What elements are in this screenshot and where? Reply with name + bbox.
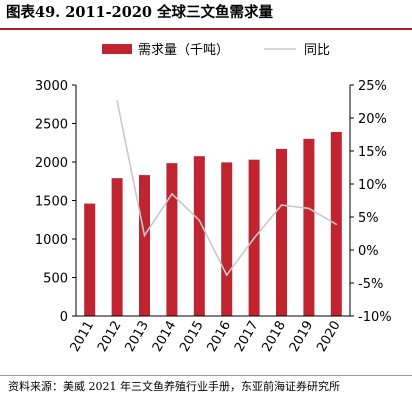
x-tick-label: 2014 bbox=[150, 319, 180, 355]
x-tick-label: 2011 bbox=[68, 319, 98, 355]
right-tick-label: 25% bbox=[358, 79, 387, 94]
right-tick-label: 5% bbox=[358, 211, 379, 226]
legend-line-label: 同比 bbox=[304, 43, 330, 58]
left-tick-label: 2000 bbox=[35, 156, 68, 171]
bar bbox=[193, 156, 205, 316]
x-tick-label: 2015 bbox=[177, 319, 207, 355]
x-tick-label: 2017 bbox=[232, 319, 262, 355]
growth-point bbox=[198, 219, 201, 222]
right-tick-label: 15% bbox=[358, 145, 387, 160]
right-tick-label: -10% bbox=[358, 310, 392, 325]
growth-line-series bbox=[116, 100, 338, 277]
growth-point bbox=[225, 274, 228, 276]
x-tick-label: 2012 bbox=[95, 319, 125, 355]
growth-point bbox=[280, 204, 283, 206]
chart: 需求量（千吨） 同比 0 500 1000 1500 2000 2500 3000 -10%… bbox=[35, 43, 392, 355]
growth-point bbox=[116, 100, 118, 102]
x-tick-label: 2019 bbox=[287, 319, 317, 355]
bar bbox=[111, 178, 123, 316]
source-divider bbox=[0, 375, 412, 376]
growth-point bbox=[171, 193, 173, 195]
legend-bar-label: 需求量（千吨） bbox=[138, 43, 229, 58]
x-tick-label: 2020 bbox=[314, 319, 344, 355]
x-tick-label: 2013 bbox=[122, 319, 152, 355]
bar bbox=[303, 138, 315, 316]
source-note: 资料来源：美威 2021 年三文鱼养殖行业手册，东亚前海证券研究所 bbox=[8, 380, 340, 393]
growth-point bbox=[308, 207, 310, 210]
x-tick-label: 2018 bbox=[259, 319, 289, 355]
left-tick-label: 500 bbox=[43, 272, 68, 287]
bar-series bbox=[84, 131, 342, 316]
left-tick-label: 1000 bbox=[35, 233, 68, 248]
left-tick-label: 3000 bbox=[35, 79, 68, 94]
left-axis: 0 500 1000 1500 2000 2500 3000 bbox=[35, 79, 76, 325]
left-tick-label: 1500 bbox=[35, 195, 68, 210]
right-tick-label: 0% bbox=[358, 244, 379, 259]
right-tick-label: 10% bbox=[358, 178, 387, 193]
chart-title: 图表49. 2011-2020 全球三文鱼需求量 bbox=[6, 4, 274, 21]
right-tick-label: -5% bbox=[358, 277, 383, 292]
legend: 需求量（千吨） 同比 bbox=[102, 43, 330, 58]
legend-bar-swatch bbox=[102, 44, 132, 54]
bar bbox=[276, 148, 287, 316]
left-tick-label: 2500 bbox=[35, 118, 68, 133]
growth-point bbox=[143, 234, 146, 237]
bar bbox=[221, 162, 233, 316]
x-tick-label: 2016 bbox=[205, 319, 235, 355]
right-tick-label: 20% bbox=[358, 112, 387, 127]
bar bbox=[166, 163, 178, 316]
bar bbox=[139, 175, 150, 316]
title-divider bbox=[0, 28, 412, 30]
right-axis: -10% -5% 0% 5% 10% 15% 20% 25% bbox=[350, 79, 392, 325]
growth-point bbox=[253, 237, 255, 239]
left-tick-label: 0 bbox=[60, 310, 68, 325]
growth-point bbox=[335, 223, 338, 226]
bar bbox=[84, 203, 96, 316]
